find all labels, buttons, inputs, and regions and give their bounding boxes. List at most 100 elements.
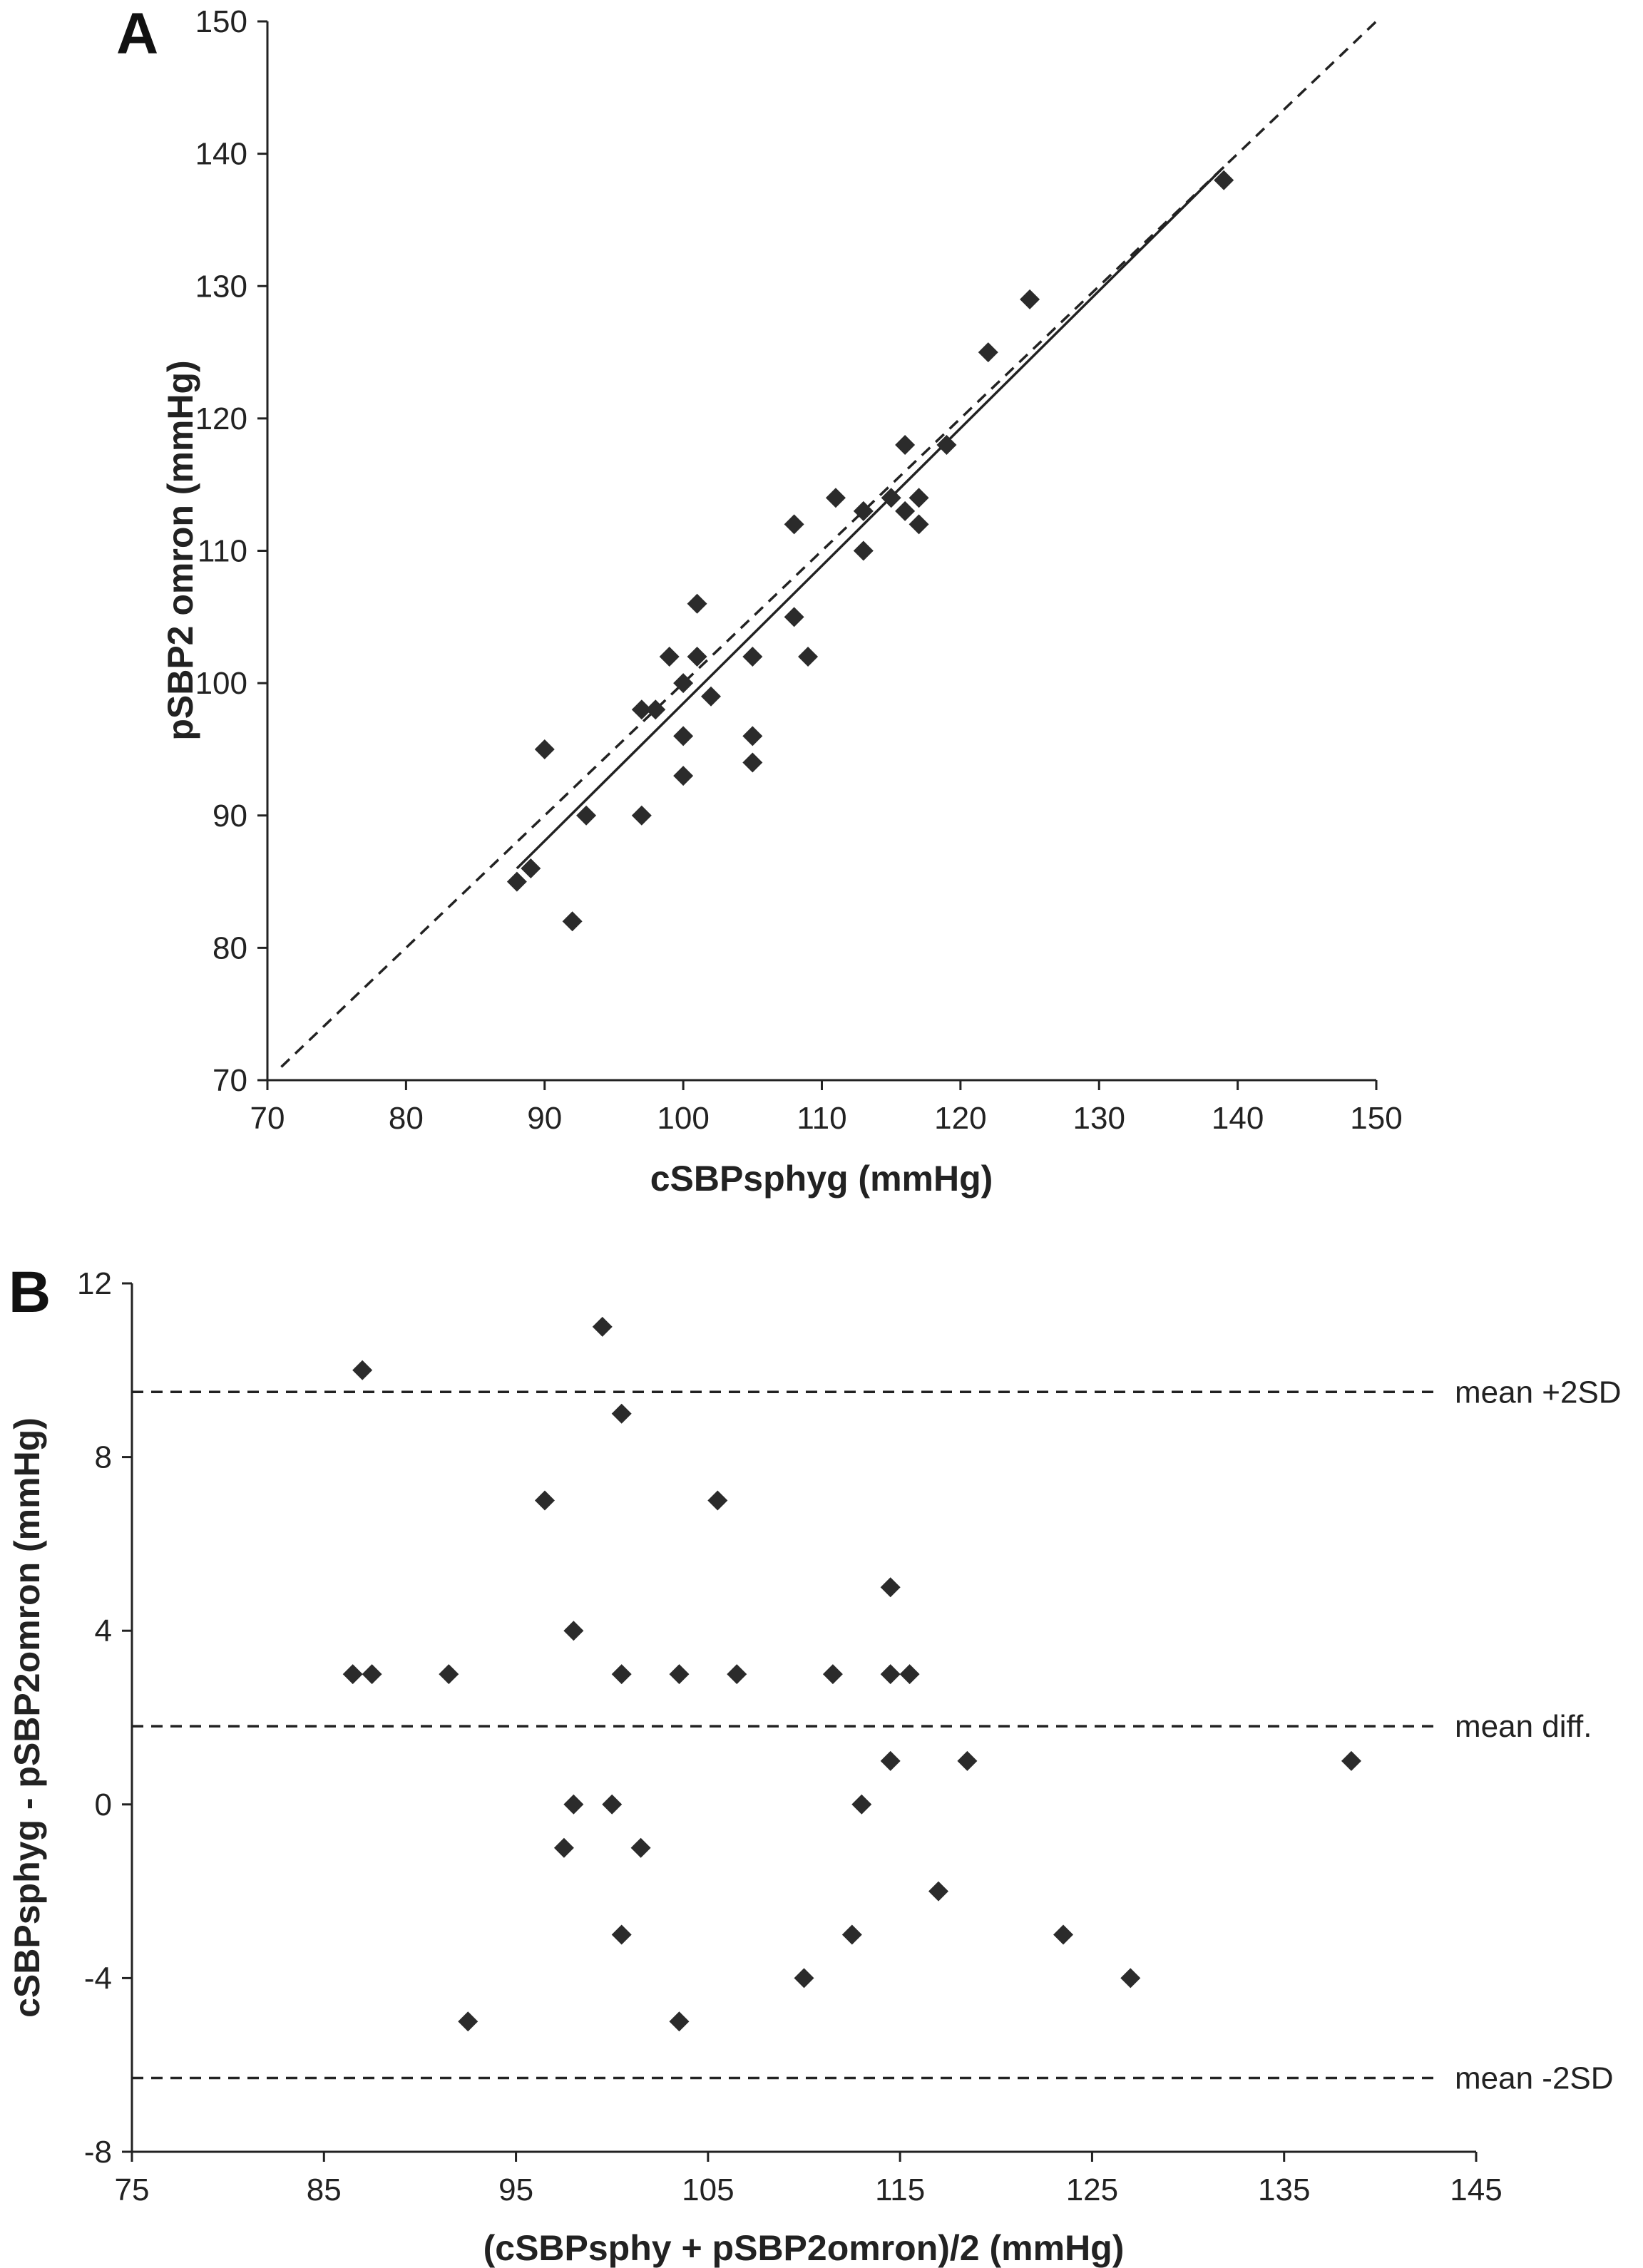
- panel-b: B mean +2SD mean diff. mean -2SD 75 85 95 105…: [7, 1260, 1622, 2268]
- panel-b-data-point: [439, 1664, 459, 1685]
- panel-a-x-axis-title: cSBPsphyg (mmHg): [650, 1159, 993, 1199]
- panel-a-y-tick-label: 100: [195, 666, 247, 701]
- panel-a-data-point: [881, 488, 901, 508]
- panel-a-points: [506, 170, 1234, 932]
- panel-a-data-point: [742, 752, 763, 773]
- panel-b-data-point: [553, 1837, 574, 1858]
- panel-b-data-point: [794, 1968, 814, 1989]
- panel-a-fit-lines: [280, 20, 1378, 1068]
- panel-b-data-point: [602, 1794, 623, 1815]
- panel-a-data-point: [784, 607, 804, 627]
- panel-a-data-point: [895, 501, 916, 521]
- panel-a-data-point: [534, 739, 555, 759]
- panel-a-data-point: [506, 871, 527, 892]
- panel-a-data-point: [576, 805, 597, 826]
- panel-b-y-tick-label: 0: [95, 1787, 112, 1822]
- panel-a-data-point: [1214, 170, 1234, 190]
- panel-b-data-point: [563, 1621, 584, 1641]
- panel-a-data-point: [673, 766, 694, 786]
- panel-a-letter: A: [116, 1, 158, 66]
- panel-b-data-point: [611, 1664, 632, 1685]
- panel-b-data-point: [822, 1664, 843, 1685]
- panel-b-x-axis-title: (cSBPsphy + pSBP2omron)/2 (mmHg): [483, 2228, 1125, 2268]
- panel-a-data-point: [853, 540, 874, 561]
- panel-b-data-point: [1341, 1750, 1361, 1771]
- panel-b-data-point: [563, 1794, 584, 1815]
- panel-b-data-point: [851, 1794, 872, 1815]
- panel-a-x-tick-label: 150: [1350, 1101, 1402, 1136]
- panel-a-data-point: [521, 858, 541, 878]
- panel-b-data-point: [880, 1577, 901, 1598]
- panel-b-x-tick-label: 105: [682, 2172, 734, 2207]
- panel-a-data-point: [936, 435, 957, 455]
- panel-a-data-point: [908, 514, 929, 535]
- panel-a-data-point: [645, 699, 666, 720]
- panel-b-data-point: [611, 1403, 632, 1424]
- panel-b-data-point: [669, 2011, 690, 2032]
- panel-b-data-point: [727, 1664, 747, 1685]
- panel-b-x-ticks: 75 85 95 105 115 125 135 145: [115, 2152, 1503, 2207]
- panel-b-reference-label: mean +2SD: [1455, 1375, 1622, 1410]
- panel-a-x-tick-label: 70: [250, 1101, 285, 1136]
- panel-b-points: [342, 1316, 1361, 2032]
- panel-b-data-point: [630, 1837, 651, 1858]
- panel-a-data-point: [825, 488, 846, 508]
- panel-b-data-point: [1053, 1924, 1074, 1945]
- panel-a-y-tick-label: 130: [195, 269, 247, 304]
- panel-a-x-tick-label: 120: [934, 1101, 986, 1136]
- panel-b-data-point: [841, 1924, 862, 1945]
- panel-b-x-tick-label: 125: [1066, 2172, 1118, 2207]
- panel-b-x-tick-label: 115: [875, 2172, 925, 2207]
- panel-a-x-tick-label: 140: [1212, 1101, 1264, 1136]
- panel-a-data-point: [631, 805, 652, 826]
- panel-a-x-tick-label: 110: [797, 1101, 846, 1136]
- panel-a-data-point: [1020, 289, 1040, 309]
- panel-b-data-point: [362, 1664, 382, 1685]
- panel-b-data-point: [342, 1664, 363, 1685]
- panel-a-y-tick-label: 70: [213, 1063, 247, 1098]
- panel-b-data-point: [611, 1924, 632, 1945]
- panel-a-y-tick-label: 90: [213, 799, 247, 833]
- panel-b-y-tick-label: 4: [95, 1613, 112, 1648]
- panel-b-data-point: [1120, 1968, 1141, 1989]
- panel-b-reference-label: mean diff.: [1455, 1709, 1592, 1744]
- panel-b-data-point: [880, 1664, 901, 1685]
- panel-a-data-point: [701, 686, 721, 707]
- panel-a-y-ticks: 70 80 90 100 110 120 130 140 150: [195, 4, 267, 1098]
- panel-b-reference-lines: mean +2SD mean diff. mean -2SD: [132, 1375, 1622, 2095]
- panel-a-x-tick-label: 80: [389, 1101, 424, 1136]
- panel-b-y-ticks: -8 -4 0 4 8 12: [77, 1266, 132, 2170]
- panel-b-x-tick-label: 85: [307, 2172, 342, 2207]
- panel-a-data-point: [631, 699, 652, 720]
- panel-a-y-tick-label: 150: [195, 4, 247, 39]
- panel-a-x-ticks: 70 80 90 100 110 120 130 140 150: [250, 1080, 1403, 1136]
- panel-b-reference-label: mean -2SD: [1455, 2061, 1614, 2095]
- panel-b-data-point: [957, 1750, 978, 1771]
- panel-b-data-point: [458, 2011, 478, 2032]
- panel-a-data-point: [673, 726, 694, 746]
- panel-b-x-tick-label: 75: [115, 2172, 150, 2207]
- panel-a: A 70 80 90 100 110 120 130 140 150 70 80 90 100 110 1…: [116, 1, 1403, 1199]
- panel-a-data-point: [562, 911, 583, 932]
- panel-a-data-point: [895, 435, 916, 455]
- panel-b-data-point: [928, 1881, 948, 1902]
- panel-b-x-tick-label: 135: [1258, 2172, 1310, 2207]
- panel-a-data-point: [742, 647, 763, 667]
- panel-a-data-point: [659, 647, 680, 667]
- panel-a-regression-line: [516, 165, 1225, 870]
- panel-b-y-tick-label: 8: [95, 1440, 112, 1475]
- panel-a-data-point: [673, 673, 694, 694]
- panel-b-data-point: [707, 1490, 728, 1511]
- panel-b-y-tick-label: -4: [84, 1961, 112, 1996]
- panel-b-y-axis-title: cSBPsphyg - pSBP2omron (mmHg): [7, 1417, 47, 2018]
- panel-b-data-point: [669, 1664, 690, 1685]
- panel-a-x-tick-label: 100: [657, 1101, 709, 1136]
- panel-b-y-tick-label: 12: [77, 1266, 112, 1301]
- panel-b-data-point: [534, 1490, 555, 1511]
- panel-a-y-tick-label: 140: [195, 137, 247, 172]
- panel-b-data-point: [899, 1664, 920, 1685]
- panel-a-y-axis-title: pSBP2 omron (mmHg): [160, 360, 200, 740]
- panel-a-data-point: [742, 726, 763, 746]
- panel-a-data-point: [853, 501, 874, 521]
